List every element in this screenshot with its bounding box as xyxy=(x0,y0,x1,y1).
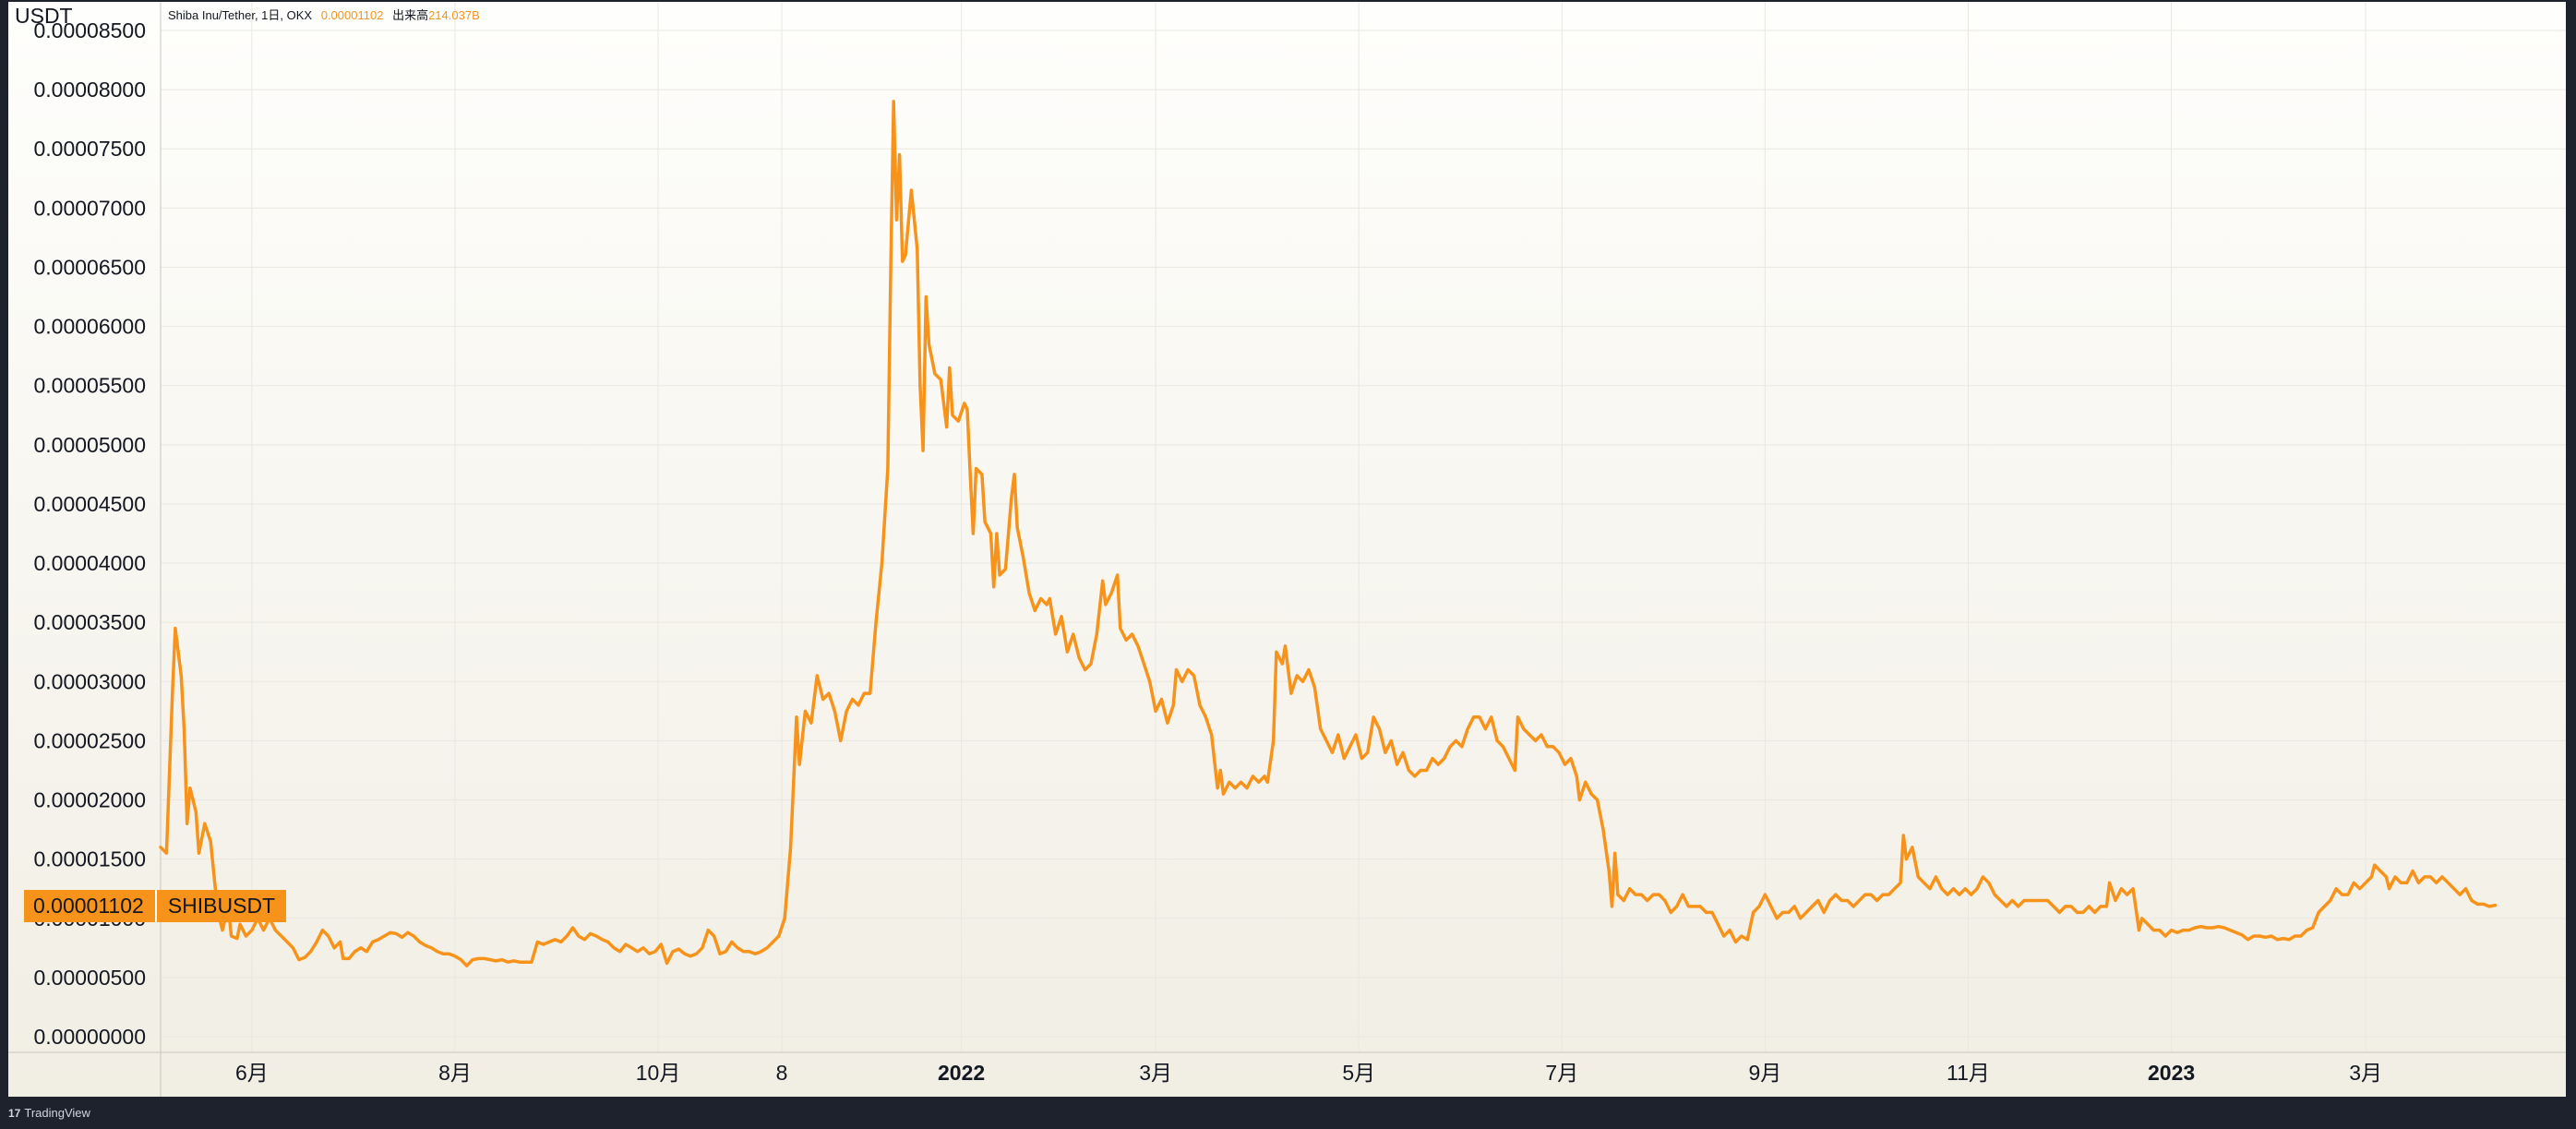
x-tick-label: 3月 xyxy=(2349,1061,2382,1085)
y-tick-label: 0.00004500 xyxy=(33,492,146,516)
x-tick-label: 5月 xyxy=(1342,1061,1375,1085)
x-tick-label: 10月 xyxy=(636,1061,681,1085)
grid-lines xyxy=(161,2,2566,1052)
x-tick-label: 8 xyxy=(776,1061,788,1085)
legend-price: 0.00001102 xyxy=(320,8,384,22)
y-tick-label: 0.00005000 xyxy=(33,433,146,457)
last-price-value: 0.00001102 xyxy=(24,890,157,922)
y-tick-label: 0.00002000 xyxy=(33,788,146,812)
y-tick-label: 0.00007000 xyxy=(33,196,146,220)
y-tick-label: 0.00005500 xyxy=(33,374,146,398)
y-tick-label: 0.00001500 xyxy=(33,847,146,871)
x-tick-label: 6月 xyxy=(235,1061,269,1085)
y-tick-label: 0.00000000 xyxy=(33,1025,146,1049)
x-tick-label: 7月 xyxy=(1545,1061,1578,1085)
x-tick-label: 3月 xyxy=(1139,1061,1172,1085)
symbol-label: SHIBUSDT xyxy=(156,890,287,922)
price-unit-label: USDT xyxy=(15,4,73,28)
y-tick-label: 0.00006500 xyxy=(33,255,146,279)
x-tick-label: 2023 xyxy=(2148,1061,2195,1085)
legend-volume: 214.037B xyxy=(428,8,480,22)
y-axis-ticks: 0.000000000.000005000.000010000.00001500… xyxy=(33,18,146,1049)
x-tick-label: 2022 xyxy=(938,1061,985,1085)
y-tick-label: 0.00003000 xyxy=(33,669,146,693)
x-tick-label: 8月 xyxy=(438,1061,472,1085)
price-series-line[interactable] xyxy=(159,100,2498,967)
tradingview-brand: TradingView xyxy=(24,1106,90,1120)
y-tick-label: 0.00007500 xyxy=(33,137,146,161)
tradingview-mark-icon: 17 xyxy=(8,1106,21,1120)
tradingview-logo[interactable]: 17 TradingView xyxy=(8,1106,90,1120)
chart-legend[interactable]: Shiba Inu/Tether, 1日, OKX 0.00001102 出来高… xyxy=(168,6,485,23)
y-tick-label: 0.00003500 xyxy=(33,610,146,634)
x-tick-label: 11月 xyxy=(1947,1061,1990,1085)
y-tick-label: 0.00008500 xyxy=(33,18,146,42)
y-tick-label: 0.00002500 xyxy=(33,728,146,752)
plot-background xyxy=(8,2,2566,1097)
y-tick-label: 0.00000500 xyxy=(33,966,146,990)
y-tick-label: 0.00006000 xyxy=(33,315,146,339)
legend-volume-label: 出来高 xyxy=(392,8,429,22)
x-axis-ticks: 6月 8月 10月 8 2022 3月 5月 7月 9月 11月 2023 3月 xyxy=(235,1061,2382,1085)
legend-title: Shiba Inu/Tether, 1日, OKX xyxy=(168,8,313,22)
last-price-badge: 0.00001102 SHIBUSDT xyxy=(24,890,287,922)
y-tick-label: 0.00008000 xyxy=(33,78,146,102)
series-layer xyxy=(159,100,2498,967)
y-tick-label: 0.00004000 xyxy=(33,551,146,575)
x-tick-label: 9月 xyxy=(1748,1061,1781,1085)
